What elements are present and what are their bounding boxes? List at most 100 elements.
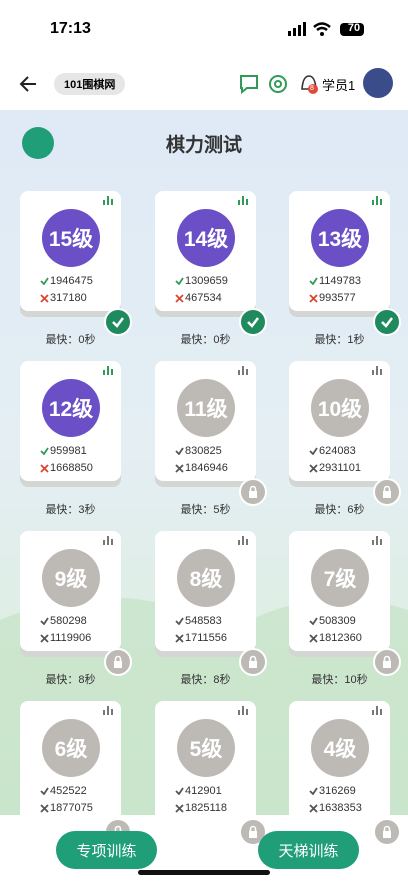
level-card[interactable]: 12级 959981 1668850	[20, 361, 121, 481]
correct-icon	[40, 787, 49, 795]
correct-icon	[309, 447, 318, 455]
action-button[interactable]: 天梯训练	[258, 831, 359, 869]
wrong-count: 993577	[319, 292, 356, 304]
correct-count: 624083	[319, 445, 356, 457]
level-badge: 11级	[177, 379, 235, 437]
correct-count: 580298	[50, 615, 87, 627]
correct-count: 959981	[50, 445, 87, 457]
passed-badge	[104, 308, 132, 336]
action-button[interactable]: 专项训练	[56, 831, 157, 869]
level-badge: 9级	[42, 549, 100, 607]
level-card[interactable]: 15级 1946475 317180	[20, 191, 121, 311]
stats-icon	[238, 536, 248, 545]
correct-icon	[175, 447, 184, 455]
level-card[interactable]: 9级 580298 1119906	[20, 531, 121, 651]
wrong-count: 467534	[185, 292, 222, 304]
stats-icon	[103, 366, 113, 375]
correct-icon	[40, 447, 49, 455]
level-card[interactable]: 10级 624083 2931101	[289, 361, 390, 481]
battery: 70	[347, 22, 361, 34]
fastest-time: 最快：6秒	[314, 504, 365, 516]
wrong-count: 1877075	[50, 802, 93, 814]
level-badge: 5级	[177, 719, 235, 777]
wrong-icon	[175, 804, 184, 813]
level-card[interactable]: 14级 1309659 467534	[155, 191, 256, 311]
passed-badge	[239, 308, 267, 336]
correct-icon	[40, 617, 49, 625]
level-badge: 12级	[42, 379, 100, 437]
stats-icon	[103, 196, 113, 205]
fastest-time: 最快：3秒	[45, 504, 96, 516]
wrong-icon	[40, 294, 49, 303]
level-card[interactable]: 5级 412901 1825118	[155, 701, 256, 821]
stats-icon	[238, 706, 248, 715]
fastest-time: 最快：0秒	[180, 334, 231, 346]
wrong-count: 1846946	[185, 462, 228, 474]
stats-icon	[372, 196, 382, 205]
level-badge: 10级	[311, 379, 369, 437]
wrong-icon	[175, 634, 184, 643]
lock-badge	[373, 648, 401, 676]
wrong-count: 2931101	[319, 462, 362, 474]
wrong-icon	[40, 634, 49, 643]
header-icon[interactable]	[22, 127, 54, 159]
username: 学员1	[322, 78, 356, 93]
stats-icon	[372, 366, 382, 375]
fastest-time: 最快：10秒	[311, 674, 368, 686]
passed-badge	[373, 308, 401, 336]
fastest-time: 最快：0秒	[45, 334, 96, 346]
level-badge: 13级	[311, 209, 369, 267]
level-card[interactable]: 13级 1149783 993577	[289, 191, 390, 311]
level-card[interactable]: 7级 508309 1812360	[289, 531, 390, 651]
stats-icon	[372, 536, 382, 545]
stats-icon	[238, 366, 248, 375]
correct-count: 412901	[185, 785, 222, 797]
correct-count: 316269	[319, 785, 356, 797]
level-badge: 6级	[42, 719, 100, 777]
wrong-icon	[40, 464, 49, 473]
back-button[interactable]	[18, 74, 38, 94]
lock-badge	[373, 818, 401, 846]
level-badge: 4级	[311, 719, 369, 777]
correct-icon	[309, 617, 318, 625]
correct-icon	[309, 787, 318, 795]
fastest-time: 最快：8秒	[180, 674, 231, 686]
wrong-count: 1812360	[319, 632, 362, 644]
level-card[interactable]: 6级 452522 1877075	[20, 701, 121, 821]
wrong-icon	[175, 294, 184, 303]
wrong-count: 1711556	[185, 632, 228, 644]
correct-count: 548583	[185, 615, 222, 627]
wrong-icon	[40, 804, 49, 813]
stats-icon	[103, 706, 113, 715]
level-badge: 14级	[177, 209, 235, 267]
wrong-icon	[309, 464, 318, 473]
correct-count: 1309659	[185, 275, 228, 287]
level-card[interactable]: 8级 548583 1711556	[155, 531, 256, 651]
fastest-time: 最快：5秒	[180, 504, 231, 516]
lock-badge	[373, 478, 401, 506]
correct-icon	[175, 617, 184, 625]
site-pill[interactable]: 101围棋网	[54, 73, 126, 95]
stats-icon	[103, 536, 113, 545]
wrong-count: 317180	[50, 292, 87, 304]
wrong-icon	[309, 804, 318, 813]
level-badge: 8级	[177, 549, 235, 607]
correct-count: 830825	[185, 445, 222, 457]
level-card[interactable]: 11级 830825 1846946	[155, 361, 256, 481]
correct-count: 452522	[50, 785, 87, 797]
wrong-count: 1638353	[319, 802, 362, 814]
avatar[interactable]	[363, 68, 393, 98]
level-badge: 15级	[42, 209, 100, 267]
correct-icon	[175, 787, 184, 795]
status-icons	[288, 22, 364, 36]
level-card[interactable]: 4级 316269 1638353	[289, 701, 390, 821]
stats-icon	[372, 706, 382, 715]
page-title: 棋力测试	[165, 135, 242, 156]
stats-icon	[238, 196, 248, 205]
correct-count: 1946475	[50, 275, 93, 287]
lock-badge	[239, 478, 267, 506]
wrong-icon	[309, 634, 318, 643]
wrong-icon	[175, 464, 184, 473]
lock-badge	[104, 648, 132, 676]
